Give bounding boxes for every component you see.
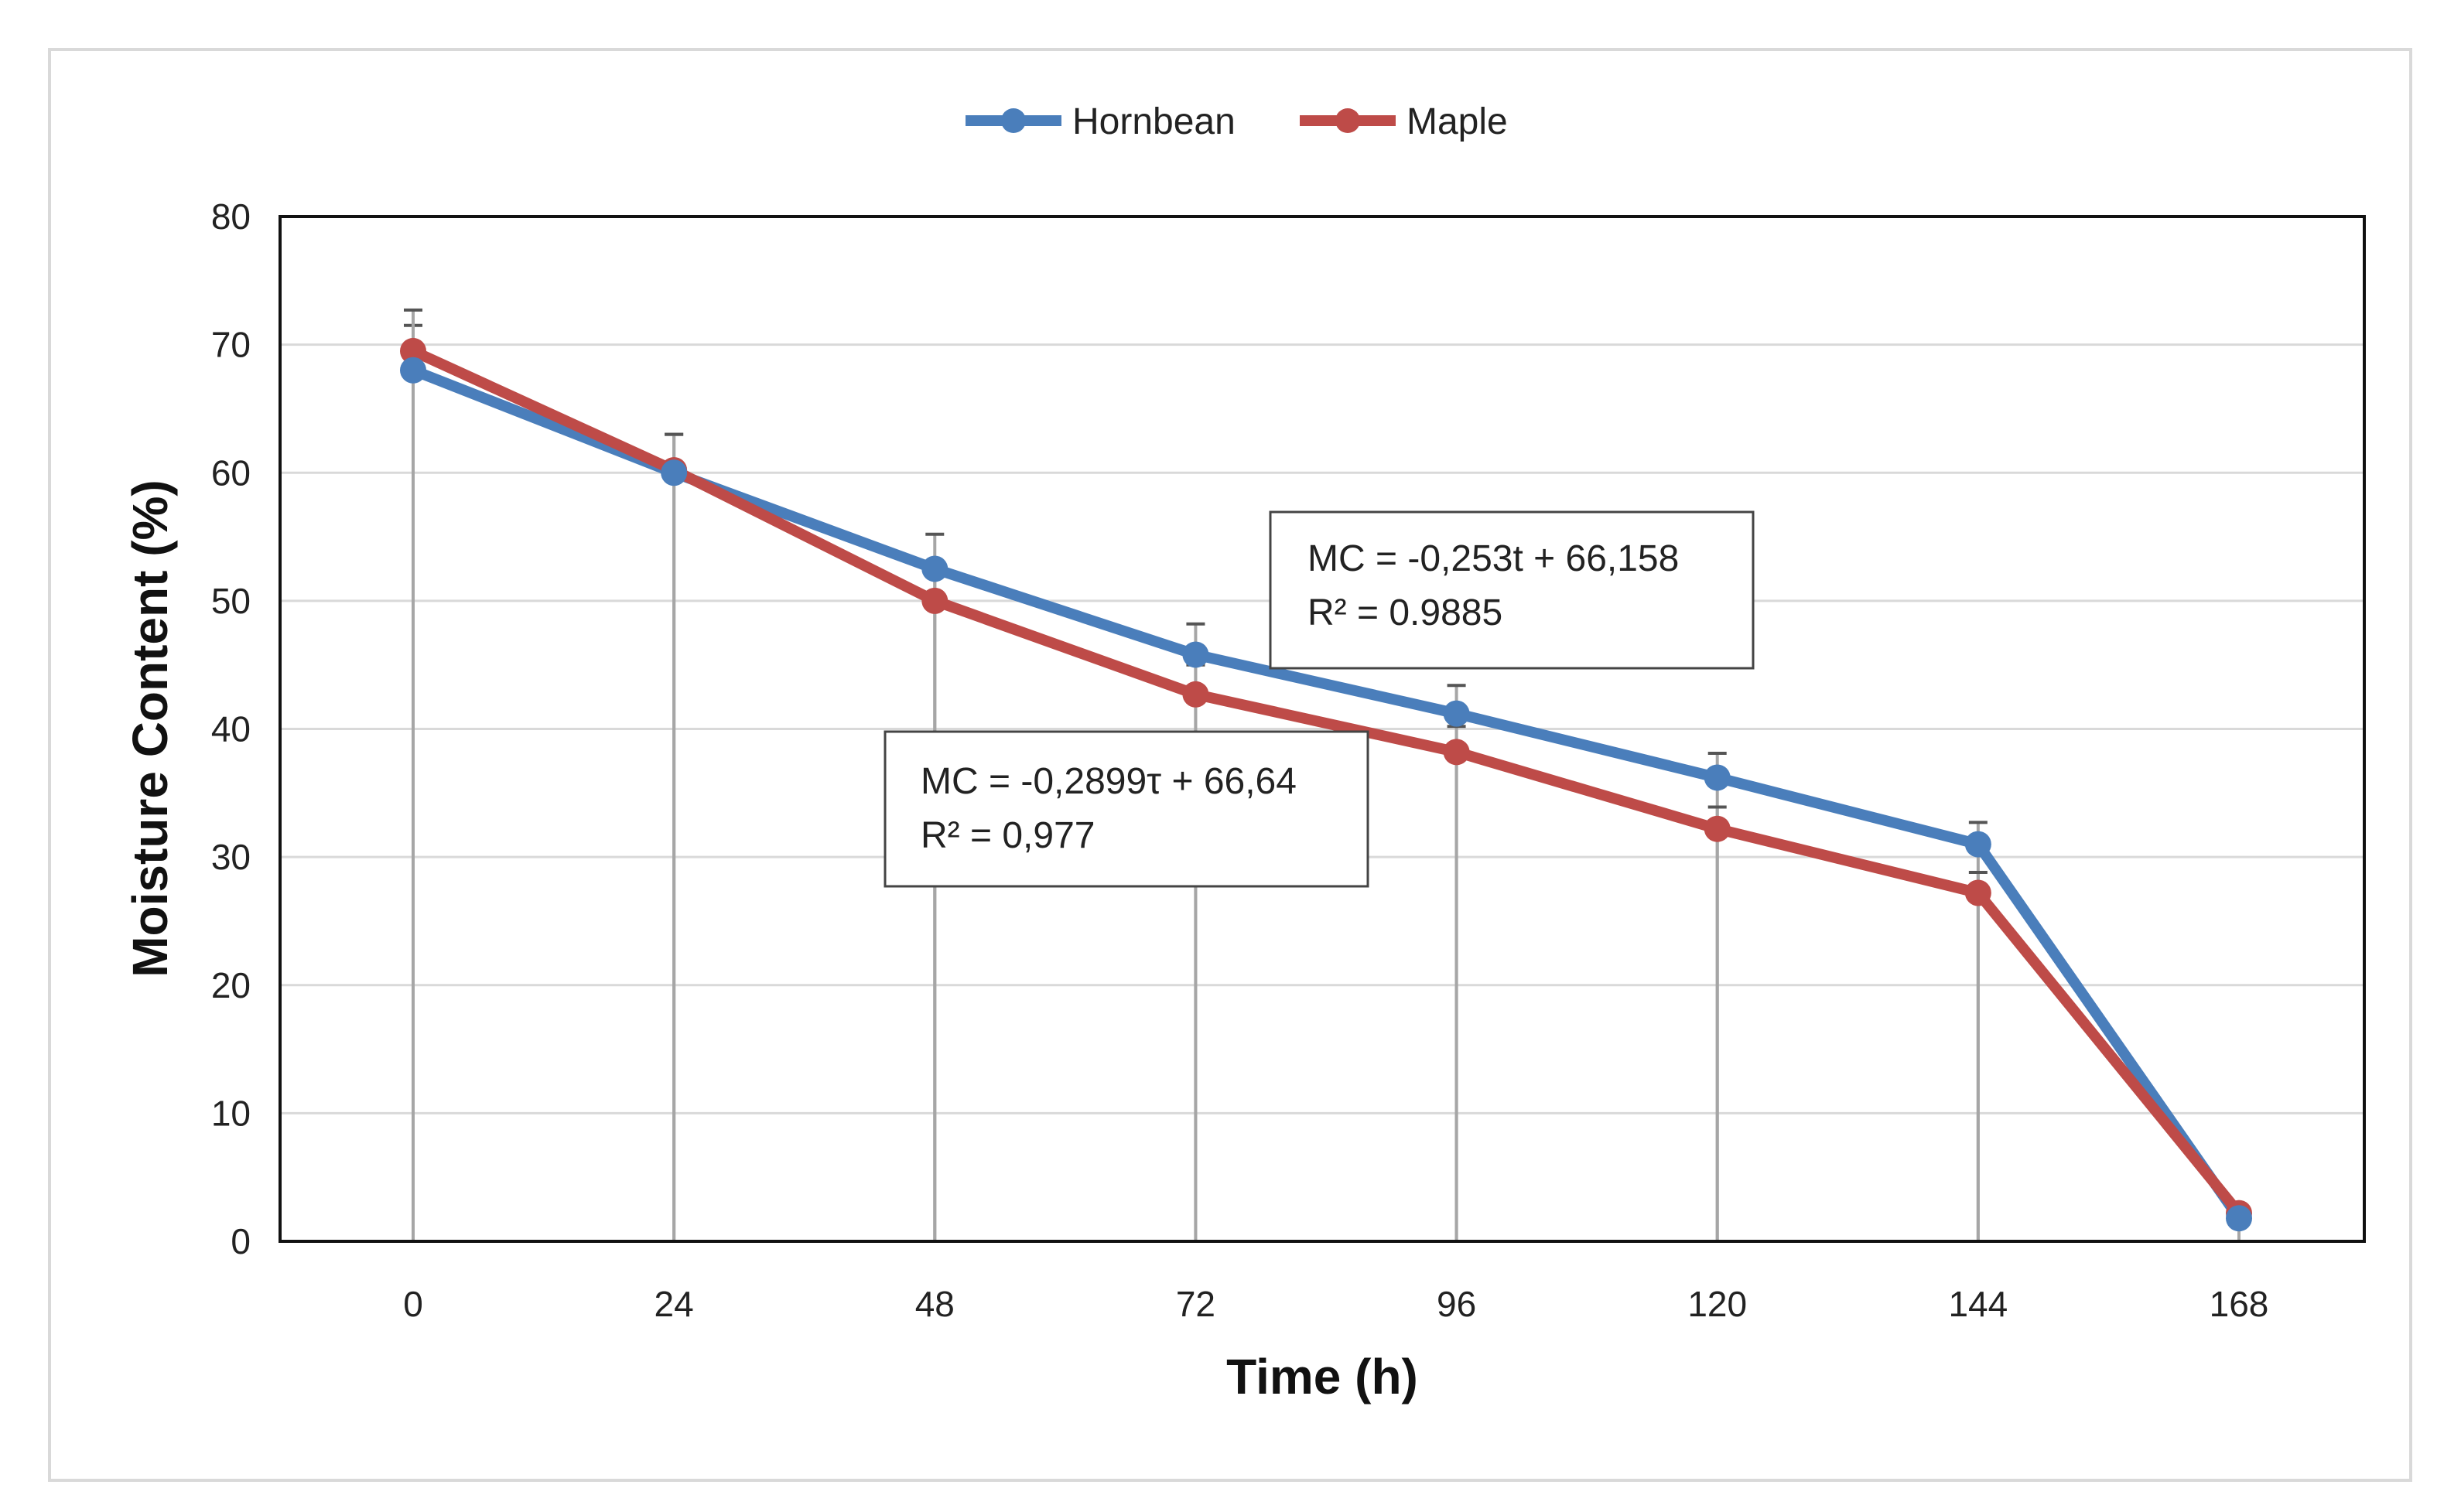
legend-marker-maple <box>1335 108 1360 133</box>
annotation-r2-hornbean: R² = 0.9885 <box>1307 592 1502 633</box>
series-line-maple <box>408 345 2244 1219</box>
x-tick-labels: 0 24 48 72 96 120 144 168 <box>403 1284 2268 1324</box>
x-tick-label: 96 <box>1437 1284 1476 1324</box>
data-point-hornbean <box>1182 641 1209 668</box>
data-point-maple <box>1704 815 1731 842</box>
series-markers <box>400 337 2252 1232</box>
data-point-hornbean <box>2226 1205 2252 1232</box>
y-tick-label: 40 <box>211 709 251 749</box>
x-axis-title: Time (h) <box>1226 1349 1418 1404</box>
data-point-maple <box>1182 681 1209 708</box>
annotation-box-hornbean <box>1269 510 1755 670</box>
annotation-equation-maple: MC = -0,2899τ + 66,64 <box>921 761 1297 802</box>
legend-label-hornbean: Hornbean <box>1072 101 1236 142</box>
x-tick-label: 168 <box>2210 1284 2269 1324</box>
y-axis-title: Moisture Content (%) <box>122 480 178 978</box>
data-point-hornbean <box>921 555 949 582</box>
data-point-maple <box>1964 879 1991 906</box>
y-tick-label: 60 <box>211 452 251 493</box>
annotation-equation-hornbean: MC = -0,253t + 66,158 <box>1307 538 1679 579</box>
data-point-maple <box>1443 739 1470 766</box>
legend-marker-hornbean <box>1001 108 1026 133</box>
data-point-hornbean <box>1704 764 1731 791</box>
annotation-maple: MC = -0,2899τ + 66,64 R² = 0,977 <box>884 730 1369 888</box>
data-point-hornbean <box>661 459 688 486</box>
y-tick-label: 70 <box>211 325 251 365</box>
series-lines <box>408 345 2244 1224</box>
plot-area-border <box>279 215 2366 1243</box>
x-tick-label: 48 <box>915 1284 955 1324</box>
x-tick-label: 144 <box>1948 1284 2008 1324</box>
data-point-hornbean <box>1964 831 1991 858</box>
x-tick-label: 120 <box>1687 1284 1747 1324</box>
y-tick-label: 30 <box>211 837 251 877</box>
x-tick-label: 0 <box>403 1284 423 1324</box>
annotation-hornbean: MC = -0,253t + 66,158 R² = 0.9885 <box>1269 510 1755 670</box>
x-tick-label: 24 <box>655 1284 694 1324</box>
y-tick-label: 20 <box>211 965 251 1005</box>
legend-label-maple: Maple <box>1407 101 1508 142</box>
data-point-maple <box>921 587 949 614</box>
annotation-r2-maple: R² = 0,977 <box>921 815 1095 856</box>
y-tick-label: 50 <box>211 581 251 621</box>
y-tick-label: 80 <box>211 196 251 237</box>
x-tick-label: 72 <box>1176 1284 1215 1324</box>
y-tick-label: 10 <box>211 1093 251 1133</box>
data-point-hornbean <box>400 357 426 384</box>
y-tick-label: 0 <box>231 1221 251 1261</box>
error-bars <box>404 308 2248 1241</box>
annotation-box-maple <box>884 730 1369 888</box>
data-point-hornbean <box>1443 700 1470 727</box>
data-point-maple <box>400 337 426 364</box>
legend: Hornbean Maple <box>966 101 1508 142</box>
y-tick-labels: 0 10 20 30 40 50 60 70 80 <box>211 196 251 1261</box>
